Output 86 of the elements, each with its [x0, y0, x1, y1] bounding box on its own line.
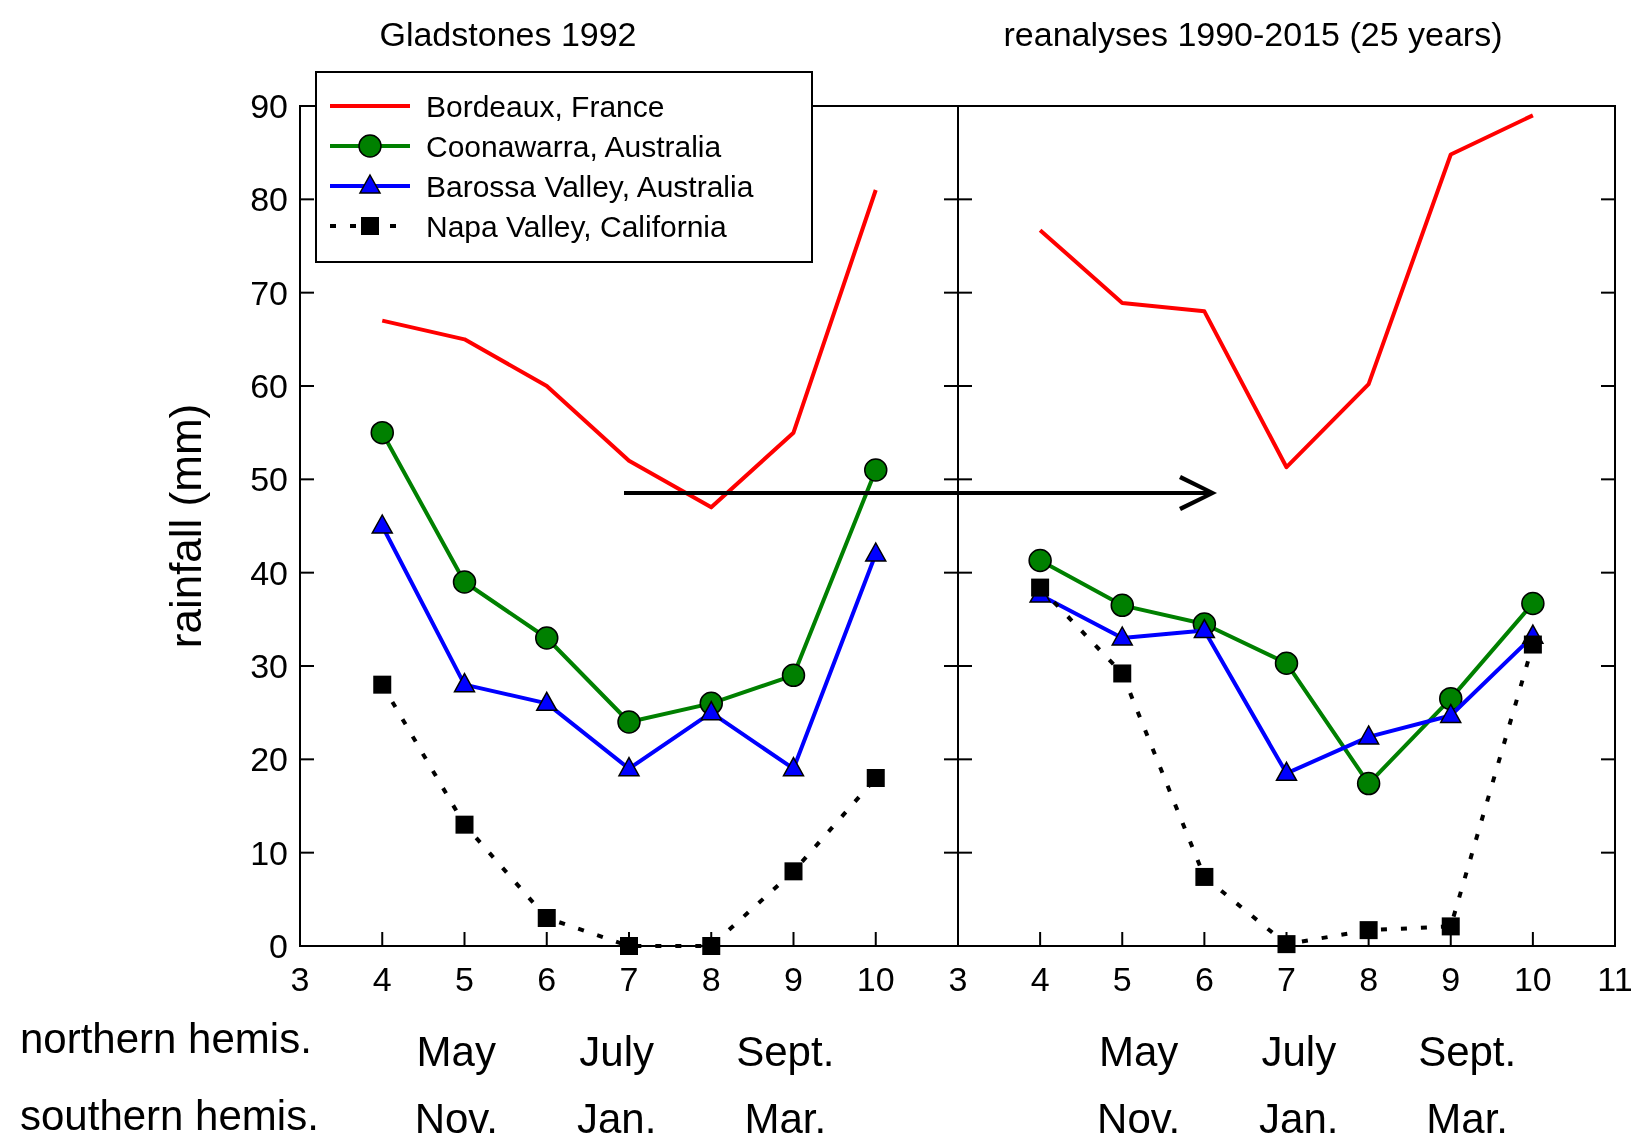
x-tick-label: 3 [948, 960, 968, 998]
x-tick-label: 10 [856, 960, 895, 998]
point [1110, 593, 1134, 618]
point [452, 570, 477, 594]
y-tick-label: 40 [250, 553, 288, 592]
chart-title: reanalyses 1990-2015 (25 years) [1003, 15, 1503, 53]
legend-label: Barossa Valley, Australia [426, 169, 754, 203]
point [1274, 651, 1299, 675]
x-tick-label: 3 [290, 960, 310, 998]
x-tick-label: 4 [1030, 960, 1050, 998]
point [1028, 548, 1052, 573]
text: Nov. [414, 1095, 498, 1135]
point [370, 420, 394, 445]
y-tick-label: 90 [250, 86, 288, 125]
x-tick-label: 9 [1441, 960, 1461, 998]
y-tick-label: 80 [250, 180, 288, 219]
legend-label: Napa Valley, California [426, 209, 728, 243]
point [1277, 935, 1296, 954]
text: Jan. [576, 1095, 657, 1135]
x-tick-label: 11 [1597, 960, 1633, 998]
point [455, 815, 474, 834]
point [536, 691, 558, 712]
x-tick-label: 7 [619, 960, 639, 998]
y-tick-label: 0 [269, 926, 288, 965]
point [371, 514, 393, 534]
point [617, 710, 641, 734]
x-tick-label: 6 [537, 960, 557, 998]
chart-title: Gladstones 1992 [379, 15, 637, 53]
point [1523, 635, 1542, 654]
text: Mar. [744, 1095, 827, 1135]
point [1440, 703, 1462, 724]
point [700, 700, 722, 721]
legend-label: Coonawarra, Australia [426, 129, 722, 163]
y-tick-label: 10 [250, 833, 288, 872]
text: July [579, 1028, 655, 1075]
y-tick-label: 20 [250, 740, 288, 779]
point [866, 769, 885, 787]
x-tick-label: 5 [1112, 960, 1132, 998]
y-tick-label: 70 [250, 273, 288, 312]
text: southern hemis. [20, 1092, 319, 1135]
point [373, 675, 392, 694]
text: Sept. [736, 1028, 835, 1075]
text: July [1261, 1028, 1337, 1075]
point [781, 663, 806, 688]
point [1193, 618, 1216, 639]
point [453, 672, 476, 693]
point [864, 458, 888, 482]
x-tick-label: 7 [1277, 960, 1296, 998]
legend-label: Bordeaux, France [426, 89, 665, 123]
y-tick-label: 50 [250, 460, 288, 499]
x-tick-label: 4 [372, 960, 392, 998]
text: Sept. [1418, 1028, 1517, 1075]
point [535, 626, 559, 650]
point [1521, 591, 1545, 616]
x-tick-label: 6 [1194, 960, 1214, 998]
point [784, 862, 803, 881]
point [1356, 771, 1381, 796]
x-tick-label: 8 [1359, 960, 1379, 998]
point [1195, 867, 1214, 886]
point [1359, 921, 1378, 940]
x-tick-label: 5 [455, 960, 474, 998]
point [618, 756, 640, 777]
point [1113, 664, 1132, 683]
text: May [416, 1028, 496, 1075]
point [1439, 686, 1463, 711]
point [865, 542, 887, 562]
text: Mar. [1426, 1095, 1509, 1135]
x-tick-label: 8 [701, 960, 721, 998]
point [702, 937, 721, 955]
point [537, 909, 556, 927]
y-tick-label: 60 [250, 366, 288, 405]
point [1275, 761, 1298, 782]
text: Jan. [1259, 1095, 1339, 1135]
point [1111, 626, 1133, 646]
y-axis-title: rainfall (mm) [161, 403, 210, 649]
x-tick-label: 9 [784, 960, 803, 998]
point [1031, 578, 1050, 597]
text: May [1099, 1028, 1179, 1075]
y-tick-label: 30 [250, 646, 288, 685]
x-tick-label: 10 [1513, 960, 1552, 998]
text: Nov. [1097, 1095, 1181, 1135]
point [1441, 917, 1460, 936]
point [1357, 725, 1380, 745]
point [620, 937, 638, 955]
text: northern hemis. [20, 1015, 312, 1062]
point [782, 756, 805, 777]
